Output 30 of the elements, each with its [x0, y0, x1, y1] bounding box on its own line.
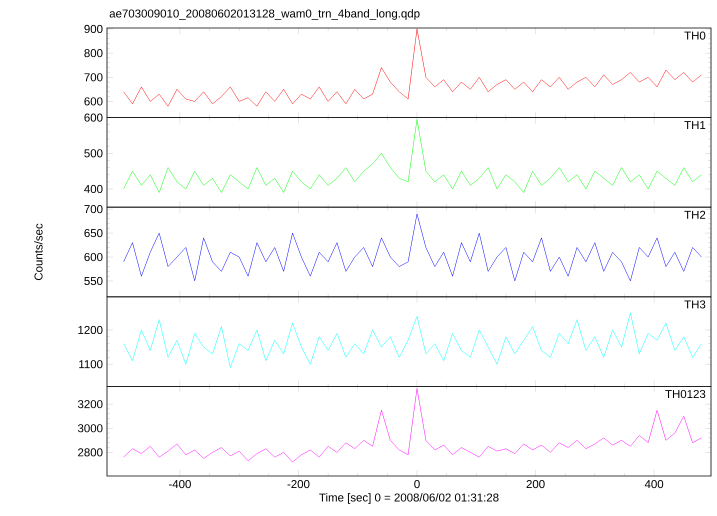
y-tick-label: 3200: [78, 400, 103, 408]
chart-title: ae703009010_20080602013128_wam0_trn_4band_long.qdp: [110, 9, 420, 20]
y-tick-label: 700: [84, 205, 103, 214]
y-tick-label: 650: [84, 229, 103, 238]
y-tick-label: 2800: [78, 448, 103, 456]
y-tick-label: 600: [84, 97, 103, 106]
text: TH3: [684, 300, 706, 308]
y-tick-label: 400: [84, 184, 103, 194]
y-tick-label: 800: [84, 49, 103, 58]
y-axis-title: Counts/sec: [34, 224, 43, 280]
y-tick-label: 550: [84, 276, 103, 286]
y-tick-label: 600: [84, 252, 103, 262]
text: TH2: [684, 210, 706, 219]
x-tick-label: 400: [644, 480, 664, 488]
series-label: TH0123: [665, 390, 706, 398]
y-tick-label: 3000: [78, 424, 103, 432]
y-tick-label: 600: [84, 114, 103, 122]
y-tick-label: 900: [84, 24, 103, 34]
y-tick-label: 1100: [79, 360, 103, 368]
line-series: [123, 312, 702, 368]
y-tick-label: 700: [84, 73, 103, 82]
text: TH1: [684, 121, 706, 130]
x-tick-label: 0: [414, 480, 420, 488]
x-tick-label: 200: [526, 480, 545, 488]
x-axis-title: Time [sec] 0 = 2008/06/02 01:31:28: [319, 493, 499, 504]
x-tick-label: -400: [168, 480, 191, 488]
y-tick-label: 500: [84, 149, 103, 158]
x-tick-label: -200: [288, 480, 310, 488]
y-tick-label: 1200: [78, 326, 103, 334]
text: TH0: [684, 32, 706, 40]
